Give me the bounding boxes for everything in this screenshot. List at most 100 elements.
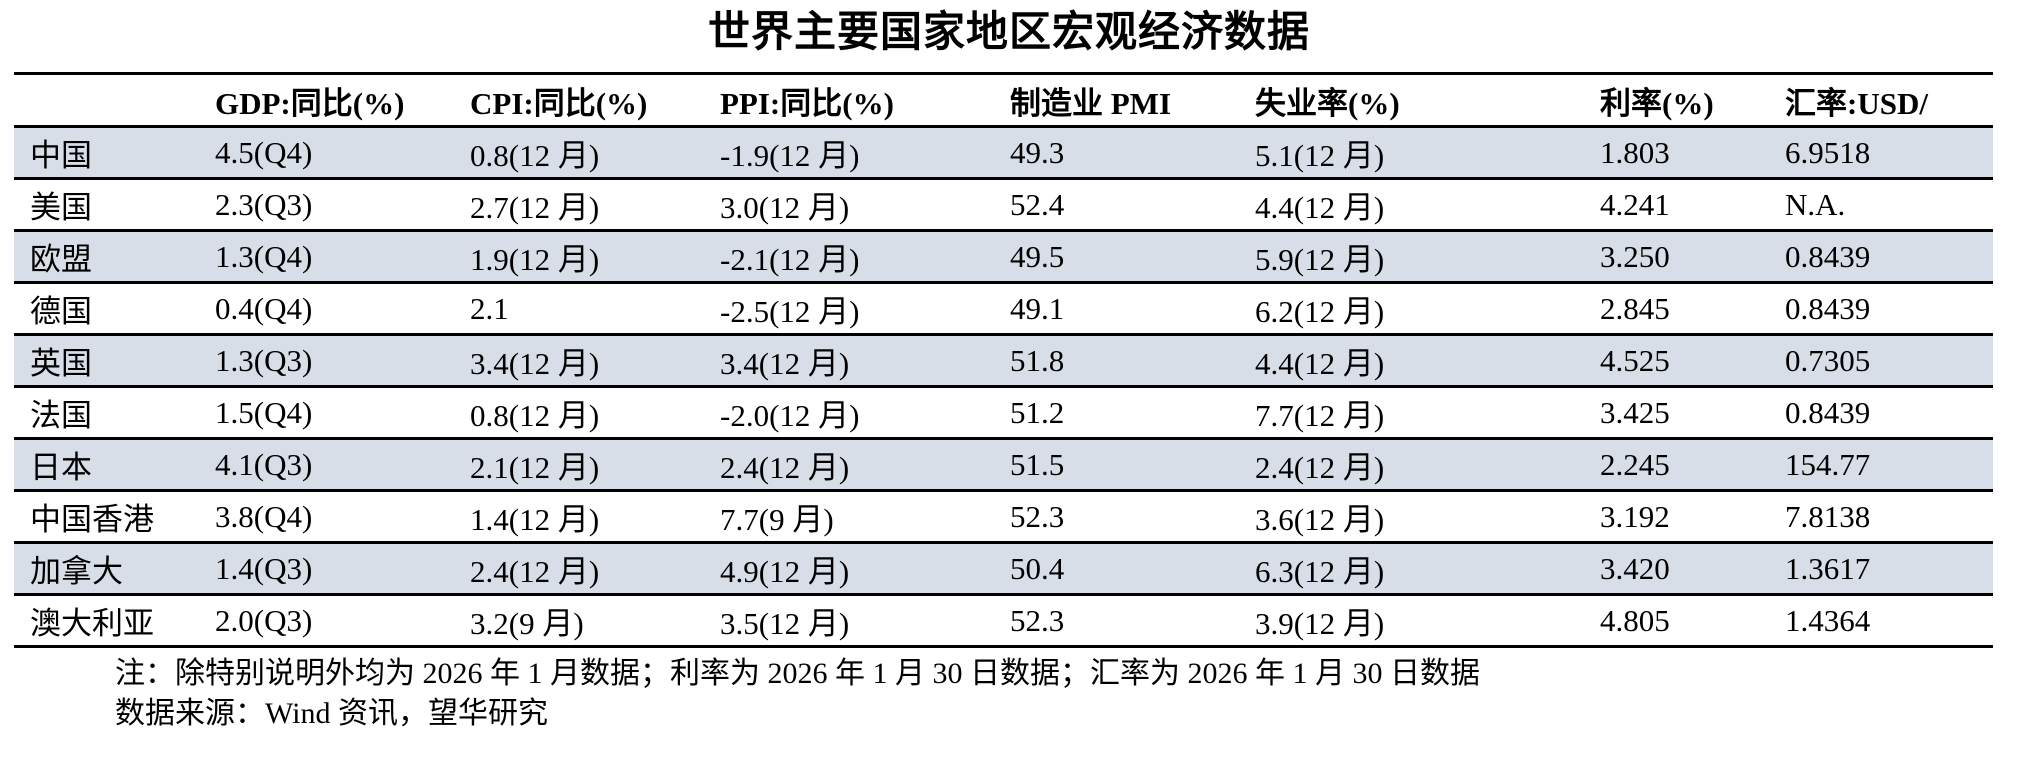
- cell-cpi: 2.1(12 月): [455, 438, 705, 492]
- cell-gdp: 4.5(Q4): [200, 126, 455, 180]
- cell-region: 日本: [14, 438, 200, 492]
- cell-rate: 4.805: [1585, 594, 1770, 648]
- cell-ppi: -2.0(12 月): [705, 386, 995, 440]
- cell-rate: 2.845: [1585, 282, 1770, 336]
- cell-fx: 1.3617: [1770, 542, 1993, 596]
- col-header-pmi: 制造业 PMI: [995, 73, 1240, 128]
- cell-gdp: 2.0(Q3): [200, 594, 455, 648]
- cell-gdp: 1.3(Q3): [200, 334, 455, 388]
- cell-rate: 1.803: [1585, 126, 1770, 180]
- cell-rate: 3.420: [1585, 542, 1770, 596]
- cell-ppi: 2.4(12 月): [705, 438, 995, 492]
- document-page: 世界主要国家地区宏观经济数据 GDP:同比(%) CPI:同比(%) PPI:同…: [14, 10, 2018, 734]
- cell-fx: 6.9518: [1770, 126, 1993, 180]
- col-header-cpi: CPI:同比(%): [455, 73, 705, 128]
- cell-cpi: 3.4(12 月): [455, 334, 705, 388]
- cell-rate: 4.241: [1585, 178, 1770, 232]
- table-row: 中国香港 3.8(Q4) 1.4(12 月) 7.7(9 月) 52.3 3.6…: [14, 490, 1993, 544]
- note-line-1: 注：除特别说明外均为 2026 年 1 月数据；利率为 2026 年 1 月 3…: [115, 657, 1480, 690]
- cell-cpi: 2.4(12 月): [455, 542, 705, 596]
- cell-region: 欧盟: [14, 230, 200, 284]
- table-row: 澳大利亚 2.0(Q3) 3.2(9 月) 3.5(12 月) 52.3 3.9…: [14, 594, 1993, 648]
- cell-pmi: 51.2: [995, 386, 1240, 440]
- cell-pmi: 52.3: [995, 594, 1240, 648]
- cell-region: 德国: [14, 282, 200, 336]
- cell-unemployment: 5.1(12 月): [1240, 126, 1585, 180]
- col-header-fx: 汇率:USD/: [1770, 73, 1993, 128]
- cell-fx: 1.4364: [1770, 594, 1993, 648]
- cell-rate: 3.192: [1585, 490, 1770, 544]
- cell-unemployment: 3.9(12 月): [1240, 594, 1585, 648]
- cell-gdp: 1.4(Q3): [200, 542, 455, 596]
- cell-unemployment: 6.2(12 月): [1240, 282, 1585, 336]
- cell-fx: 0.8439: [1770, 230, 1993, 284]
- cell-region: 美国: [14, 178, 200, 232]
- cell-cpi: 0.8(12 月): [455, 126, 705, 180]
- cell-unemployment: 4.4(12 月): [1240, 178, 1585, 232]
- cell-fx: 154.77: [1770, 438, 1993, 492]
- cell-region: 加拿大: [14, 542, 200, 596]
- header-row: GDP:同比(%) CPI:同比(%) PPI:同比(%) 制造业 PMI 失业…: [14, 73, 1993, 128]
- cell-ppi: -2.5(12 月): [705, 282, 995, 336]
- cell-pmi: 52.4: [995, 178, 1240, 232]
- table-row: 日本 4.1(Q3) 2.1(12 月) 2.4(12 月) 51.5 2.4(…: [14, 438, 1993, 492]
- cell-pmi: 52.3: [995, 490, 1240, 544]
- table-row: 法国 1.5(Q4) 0.8(12 月) -2.0(12 月) 51.2 7.7…: [14, 386, 1993, 440]
- col-header-rate: 利率(%): [1585, 73, 1770, 128]
- table-row: 英国 1.3(Q3) 3.4(12 月) 3.4(12 月) 51.8 4.4(…: [14, 334, 1993, 388]
- page-title: 世界主要国家地区宏观经济数据: [707, 10, 1310, 56]
- cell-pmi: 49.1: [995, 282, 1240, 336]
- cell-ppi: 4.9(12 月): [705, 542, 995, 596]
- macro-economic-table: GDP:同比(%) CPI:同比(%) PPI:同比(%) 制造业 PMI 失业…: [14, 72, 1993, 648]
- cell-unemployment: 2.4(12 月): [1240, 438, 1585, 492]
- cell-ppi: 3.0(12 月): [705, 178, 995, 232]
- cell-cpi: 2.1: [455, 282, 705, 336]
- cell-ppi: -1.9(12 月): [705, 126, 995, 180]
- cell-gdp: 3.8(Q4): [200, 490, 455, 544]
- cell-ppi: 3.5(12 月): [705, 594, 995, 648]
- cell-unemployment: 4.4(12 月): [1240, 334, 1585, 388]
- cell-ppi: 7.7(9 月): [705, 490, 995, 544]
- cell-region: 中国: [14, 126, 200, 180]
- table-row: 美国 2.3(Q3) 2.7(12 月) 3.0(12 月) 52.4 4.4(…: [14, 178, 1993, 232]
- cell-region: 中国香港: [14, 490, 200, 544]
- cell-fx: 0.8439: [1770, 386, 1993, 440]
- col-header-ppi: PPI:同比(%): [705, 73, 995, 128]
- cell-unemployment: 3.6(12 月): [1240, 490, 1585, 544]
- col-header-region: [14, 73, 200, 128]
- table-row: 德国 0.4(Q4) 2.1 -2.5(12 月) 49.1 6.2(12 月)…: [14, 282, 1993, 336]
- cell-rate: 3.425: [1585, 386, 1770, 440]
- cell-gdp: 0.4(Q4): [200, 282, 455, 336]
- note-line-2: 数据来源：Wind 资讯，望华研究: [115, 697, 548, 730]
- cell-gdp: 1.3(Q4): [200, 230, 455, 284]
- table-row: 欧盟 1.3(Q4) 1.9(12 月) -2.1(12 月) 49.5 5.9…: [14, 230, 1993, 284]
- cell-pmi: 50.4: [995, 542, 1240, 596]
- cell-rate: 2.245: [1585, 438, 1770, 492]
- cell-fx: 0.7305: [1770, 334, 1993, 388]
- table-row: 中国 4.5(Q4) 0.8(12 月) -1.9(12 月) 49.3 5.1…: [14, 126, 1993, 180]
- cell-cpi: 3.2(9 月): [455, 594, 705, 648]
- cell-cpi: 1.9(12 月): [455, 230, 705, 284]
- cell-region: 法国: [14, 386, 200, 440]
- col-header-gdp: GDP:同比(%): [200, 73, 455, 128]
- cell-ppi: -2.1(12 月): [705, 230, 995, 284]
- cell-rate: 4.525: [1585, 334, 1770, 388]
- cell-pmi: 51.8: [995, 334, 1240, 388]
- cell-unemployment: 5.9(12 月): [1240, 230, 1585, 284]
- cell-gdp: 1.5(Q4): [200, 386, 455, 440]
- cell-fx: 7.8138: [1770, 490, 1993, 544]
- cell-pmi: 51.5: [995, 438, 1240, 492]
- cell-gdp: 2.3(Q3): [200, 178, 455, 232]
- cell-region: 英国: [14, 334, 200, 388]
- footnotes: 注：除特别说明外均为 2026 年 1 月数据；利率为 2026 年 1 月 3…: [115, 654, 2018, 734]
- cell-gdp: 4.1(Q3): [200, 438, 455, 492]
- cell-fx: 0.8439: [1770, 282, 1993, 336]
- cell-unemployment: 7.7(12 月): [1240, 386, 1585, 440]
- cell-pmi: 49.5: [995, 230, 1240, 284]
- cell-cpi: 0.8(12 月): [455, 386, 705, 440]
- cell-ppi: 3.4(12 月): [705, 334, 995, 388]
- table-row: 加拿大 1.4(Q3) 2.4(12 月) 4.9(12 月) 50.4 6.3…: [14, 542, 1993, 596]
- col-header-unemployment: 失业率(%): [1240, 73, 1585, 128]
- cell-pmi: 49.3: [995, 126, 1240, 180]
- cell-fx: N.A.: [1770, 178, 1993, 232]
